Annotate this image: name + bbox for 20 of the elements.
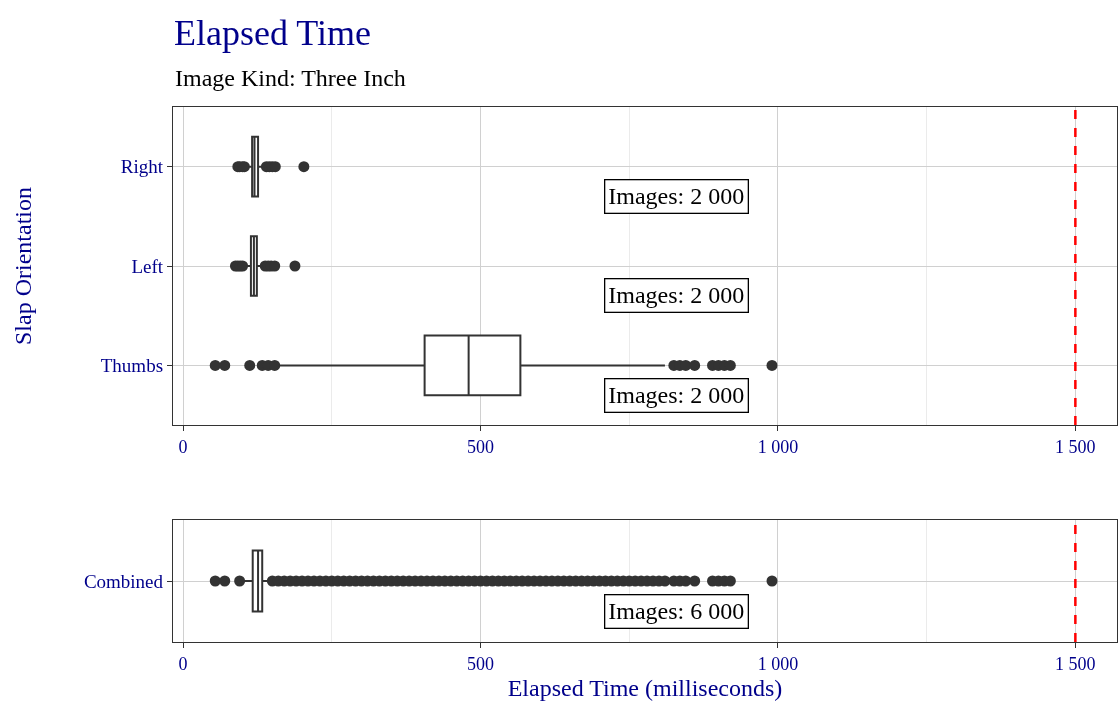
y-tick-label: Left <box>131 255 164 277</box>
x-tick-label: 1 000 <box>757 653 799 674</box>
x-tick-label: 500 <box>467 436 495 457</box>
x-tick-label: 1 000 <box>757 436 799 457</box>
y-tick-label: Thumbs <box>100 355 164 377</box>
annotation: Images: 2 000 <box>608 183 745 210</box>
annotation: Images: 2 000 <box>608 382 745 409</box>
y-tick-label: Right <box>120 156 164 178</box>
y-tick-label: Combined <box>83 570 164 592</box>
annotation: Images: 6 000 <box>608 598 745 625</box>
x-tick-label: 1 500 <box>1055 653 1096 674</box>
annotation: Images: 2 000 <box>608 282 745 309</box>
x-axis-title: Elapsed Time (milliseconds) <box>507 675 783 702</box>
y-axis-title: Slap Orientation <box>10 187 36 345</box>
x-tick-label: 0 <box>178 436 188 457</box>
x-tick-label: 500 <box>467 653 495 674</box>
chart-title: Elapsed Time <box>174 13 372 53</box>
x-tick-label: 1 500 <box>1055 436 1096 457</box>
chart-subtitle: Image Kind: Three Inch <box>175 65 406 91</box>
x-tick-label: 0 <box>178 653 188 674</box>
